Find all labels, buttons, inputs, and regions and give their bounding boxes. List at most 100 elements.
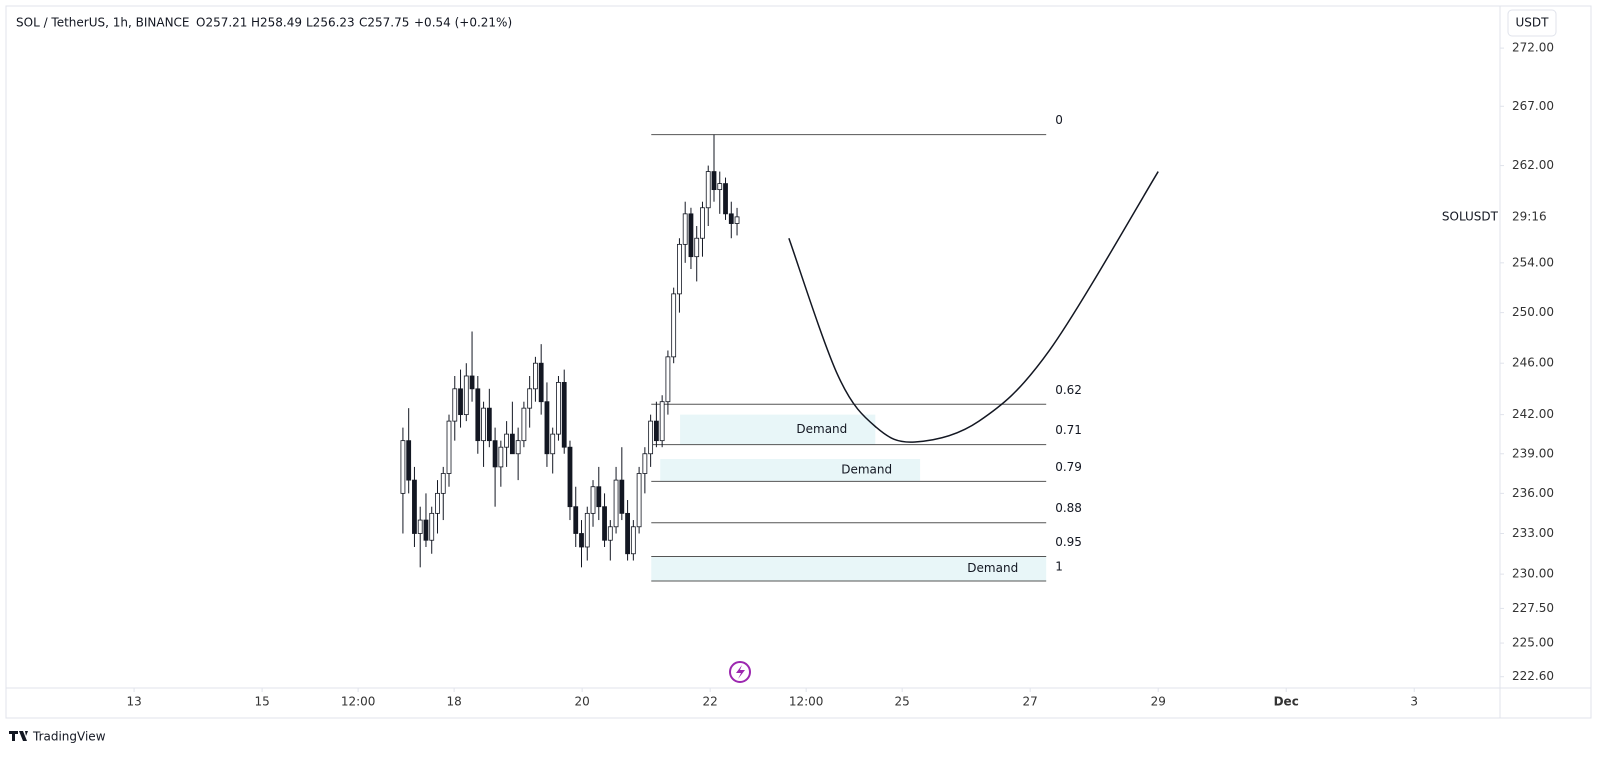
x-tick-label: 12:00 <box>789 695 824 709</box>
projection-curve <box>788 171 1159 443</box>
candle-body <box>625 512 630 555</box>
y-tick-label: 267.00 <box>1512 99 1554 113</box>
candle-body <box>682 213 688 245</box>
y-tick-label: 242.00 <box>1512 407 1554 421</box>
x-tick-label: 20 <box>575 695 590 709</box>
candle-body <box>584 512 590 548</box>
candle-body <box>515 440 521 455</box>
candle-body <box>533 362 538 390</box>
y-tick-label: 225.00 <box>1512 636 1554 650</box>
candle-body <box>607 526 613 541</box>
candle-body <box>538 362 544 403</box>
candle-body <box>630 526 636 555</box>
candle-body <box>665 356 671 403</box>
candle-body <box>446 420 452 474</box>
brand: TradingView <box>32 730 106 744</box>
candle-body <box>492 440 498 468</box>
candle-body <box>711 171 717 191</box>
y-tick-label: 222.60 <box>1512 669 1554 683</box>
y-tick-label: 236.00 <box>1512 486 1554 500</box>
candle-body <box>688 213 694 258</box>
candle-body <box>435 492 440 514</box>
candle-body <box>429 512 435 541</box>
candle-body <box>636 473 642 528</box>
candle-body <box>602 506 607 541</box>
candle-body <box>700 207 705 239</box>
candle-body <box>717 183 723 191</box>
x-tick-label: 3 <box>1410 695 1418 709</box>
candle-body <box>561 381 567 448</box>
candle-body <box>596 486 602 508</box>
x-tick-label: Dec <box>1274 695 1299 709</box>
candle-body <box>406 440 412 481</box>
x-tick-label: 13 <box>126 695 141 709</box>
candle-body <box>723 183 728 215</box>
candle-body <box>694 237 700 258</box>
candle-body <box>567 446 573 508</box>
y-tick-label: 246.00 <box>1512 356 1554 370</box>
candle-body <box>423 519 429 541</box>
ohlc-close: C257.75 <box>359 16 409 30</box>
candle-body <box>475 388 481 442</box>
currency-button[interactable] <box>1507 9 1557 37</box>
x-tick-label: 18 <box>446 695 461 709</box>
change: +0.54 (+0.21%) <box>414 16 512 30</box>
tv-logo <box>9 731 28 741</box>
candle-body <box>550 433 556 455</box>
candle-body <box>613 479 619 528</box>
candle-body <box>463 375 469 416</box>
fib-label: 0.71 <box>1055 423 1082 437</box>
symbol: SOL / TetherUS, 1h, BINANCE <box>16 16 190 30</box>
demand-zone <box>651 556 1047 581</box>
candle-body <box>400 440 406 494</box>
demand-label: Demand <box>967 561 1018 575</box>
event-icon[interactable] <box>729 661 751 683</box>
fib-label: 1 <box>1055 559 1063 573</box>
x-tick-label: 22 <box>703 695 718 709</box>
y-tick-label: 227.50 <box>1512 601 1554 615</box>
currency[interactable]: USDT <box>1516 16 1550 30</box>
candle-body <box>486 407 492 442</box>
candle-body <box>653 420 659 442</box>
candle-body <box>677 243 682 295</box>
y-tick-label: 250.00 <box>1512 305 1554 319</box>
candle-body <box>458 388 463 416</box>
candle-body <box>527 388 533 409</box>
demand-zone <box>680 414 876 445</box>
candle-body <box>509 433 515 455</box>
candle-body <box>521 407 527 442</box>
fib-label: 0.79 <box>1055 460 1082 474</box>
ohlc-low: L256.23 <box>306 16 355 30</box>
fib-label: 0.95 <box>1055 535 1082 549</box>
y-tick-label: 262.00 <box>1512 158 1554 172</box>
fib-label: 0.62 <box>1055 383 1082 397</box>
candle-body <box>417 519 423 534</box>
fib-label: 0.88 <box>1055 501 1082 515</box>
candle-body <box>504 433 510 448</box>
x-tick-label: 15 <box>254 695 269 709</box>
candle-body <box>481 407 486 442</box>
candle-body <box>705 171 711 209</box>
y-tick-label: 233.00 <box>1512 526 1554 540</box>
ohlc-open: O257.21 <box>196 16 247 30</box>
y-tick-label: 272.00 <box>1512 41 1554 55</box>
demand-zone <box>660 459 921 482</box>
candle-body <box>498 446 504 468</box>
candle-body <box>671 293 677 358</box>
candle-body <box>452 388 458 422</box>
chart-frame <box>5 5 1592 719</box>
x-tick-label: 29 <box>1151 695 1166 709</box>
candle-body <box>544 401 550 455</box>
y-tick-label: 254.00 <box>1512 255 1554 269</box>
candle-body <box>579 533 584 548</box>
x-tick-label: 25 <box>895 695 910 709</box>
x-tick-label: 27 <box>1023 695 1038 709</box>
candle-body <box>440 473 446 494</box>
candle-body <box>728 213 734 224</box>
candle-body <box>734 216 740 224</box>
countdown: 29:16 <box>1512 210 1547 224</box>
candle-body <box>556 381 561 435</box>
y-tick-label: 230.00 <box>1512 567 1554 581</box>
candle-body <box>469 375 475 390</box>
